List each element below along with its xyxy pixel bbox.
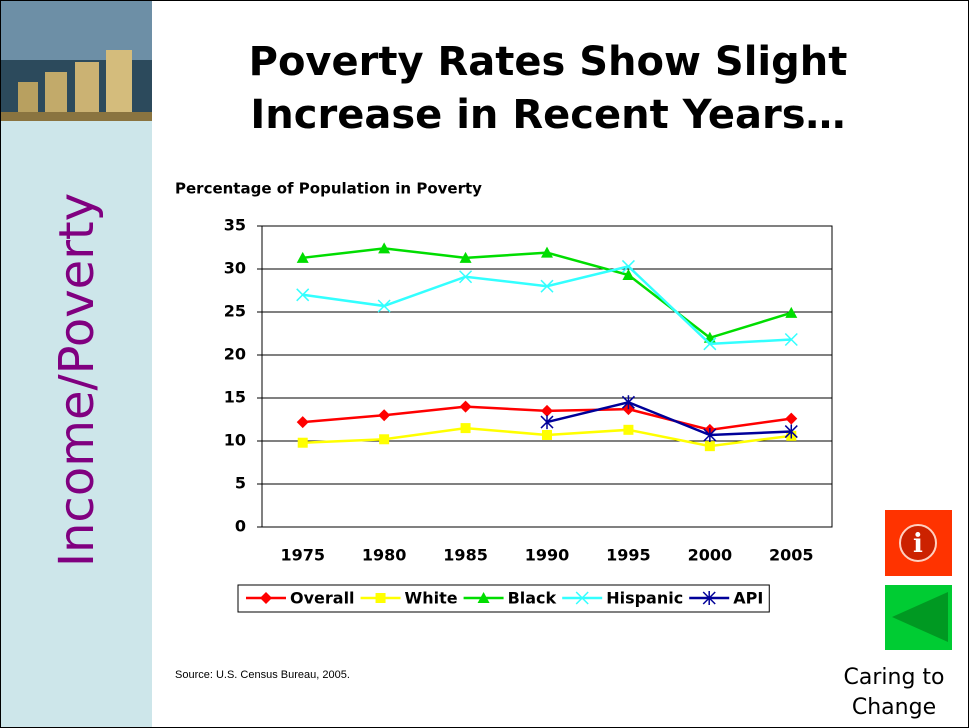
back-button[interactable] (885, 585, 952, 650)
source-note: Source: U.S. Census Bureau, 2005. (175, 669, 350, 681)
series-line (546, 400, 792, 437)
legend-label: API (733, 589, 763, 608)
legend-label: Overall (290, 589, 355, 608)
marker (459, 251, 472, 263)
marker (784, 332, 798, 347)
marker (459, 270, 473, 284)
marker (378, 409, 391, 422)
marker (785, 412, 798, 425)
slide-title: Increase in Recent Years… (250, 92, 845, 138)
marker (621, 395, 635, 410)
y-tick-label: 15 (224, 388, 246, 407)
marker (703, 337, 717, 351)
marker (296, 288, 310, 302)
marker (260, 592, 272, 604)
y-tick-label: 10 (224, 431, 246, 450)
svg-text:i: i (913, 529, 923, 559)
y-tick-label: 35 (224, 216, 246, 235)
marker (477, 592, 490, 603)
chart-title: Percentage of Population in Poverty (175, 180, 482, 198)
x-tick-label: 1995 (606, 546, 651, 565)
marker (459, 400, 472, 413)
y-tick-label: 0 (235, 517, 246, 536)
marker (623, 424, 634, 435)
marker (622, 269, 635, 281)
marker (375, 593, 386, 603)
footer-text: Change (852, 695, 936, 720)
sidebar-label: Income/Poverty (49, 193, 105, 567)
marker (704, 441, 715, 452)
slide-title: Poverty Rates Show Slight (249, 39, 848, 85)
marker (621, 259, 635, 273)
y-tick-label: 20 (224, 345, 246, 364)
marker (702, 591, 716, 605)
legend: Overall White Black Hispanic API (237, 584, 770, 613)
x-tick-label: 1975 (280, 546, 325, 565)
marker (296, 416, 309, 429)
legend-box (237, 584, 770, 613)
marker (784, 424, 798, 439)
marker (296, 251, 309, 263)
marker (542, 429, 552, 440)
y-tick-label: 25 (224, 302, 246, 321)
x-tick-label: 1980 (362, 546, 407, 565)
info-button[interactable]: i (885, 510, 952, 576)
marker (703, 427, 717, 442)
x-tick-label: 2005 (769, 546, 814, 565)
marker (785, 306, 798, 318)
marker (541, 246, 553, 258)
marker (540, 279, 554, 293)
sidebar (1, 1, 152, 727)
marker (377, 299, 391, 313)
coins-image (1, 1, 152, 121)
y-tick-label: 30 (224, 259, 246, 278)
marker (378, 242, 391, 254)
x-tick-label: 2000 (688, 546, 733, 565)
marker (297, 437, 308, 448)
legend-label: Hispanic (606, 589, 683, 608)
marker (460, 423, 471, 434)
marker (379, 434, 390, 445)
x-tick-label: 1985 (443, 546, 488, 565)
legend-label: Black (508, 589, 557, 608)
legend-label: White (405, 589, 458, 608)
plot-area (261, 225, 833, 528)
marker (575, 591, 589, 605)
marker (541, 404, 553, 417)
marker (540, 415, 554, 430)
x-tick-label: 1990 (525, 546, 570, 565)
y-tick-label: 5 (235, 474, 246, 493)
footer-text: Caring to (844, 665, 945, 690)
